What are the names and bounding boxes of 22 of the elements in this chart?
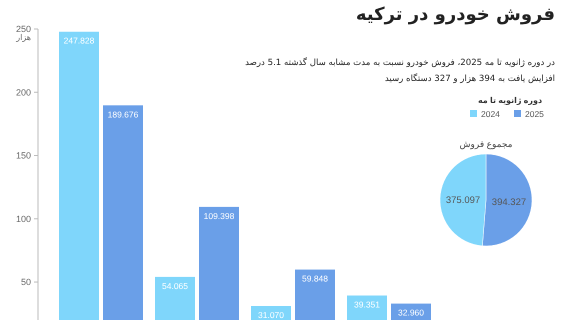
data-label: 54.065	[162, 280, 188, 291]
y-tick-label: 100	[16, 214, 31, 224]
chart-title: مجموع فروش	[460, 139, 513, 150]
legend-title: دوره ژانویه تا مه	[478, 96, 542, 105]
y-tick-label: 250	[16, 24, 31, 34]
chart-title: فروش خودرو در ترکیه	[356, 4, 555, 25]
legend-label: 2025	[525, 109, 544, 119]
data-label: 59.848	[302, 274, 328, 284]
data-label: 39.351	[354, 300, 380, 310]
y-tick-label: 200	[16, 87, 31, 98]
legend-label: 2024	[481, 109, 500, 119]
data-label: 247.828	[64, 36, 95, 46]
data-label: 375.097	[446, 195, 480, 206]
text: در دوره ژانویه تا مه 2025، فروش خودرو نسبت به مدت مشابه سال گذشته 5.1 درصد افزایش یافت به 394 هزار و 327 دستگاه رسید	[244, 56, 555, 86]
data-label: 394.327	[492, 196, 526, 208]
data-label: 32.960	[398, 308, 424, 318]
data-label: 31.070	[258, 310, 284, 320]
data-label: 189.676	[108, 109, 139, 120]
y-tick-label: 50	[20, 277, 31, 288]
data-label: 109.398	[204, 210, 235, 221]
y-tick-label: 150	[16, 150, 31, 161]
y-axis-title: هزار	[15, 33, 31, 42]
